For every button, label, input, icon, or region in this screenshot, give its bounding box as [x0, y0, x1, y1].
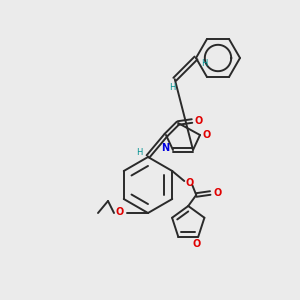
Text: O: O	[203, 130, 211, 140]
Text: O: O	[116, 207, 124, 217]
Text: O: O	[213, 188, 221, 198]
Text: N: N	[161, 143, 169, 153]
Text: O: O	[195, 116, 203, 126]
Text: O: O	[185, 178, 194, 188]
Text: O: O	[192, 239, 200, 249]
Text: H: H	[136, 148, 142, 157]
Text: H: H	[201, 59, 207, 68]
Text: H: H	[169, 83, 176, 92]
